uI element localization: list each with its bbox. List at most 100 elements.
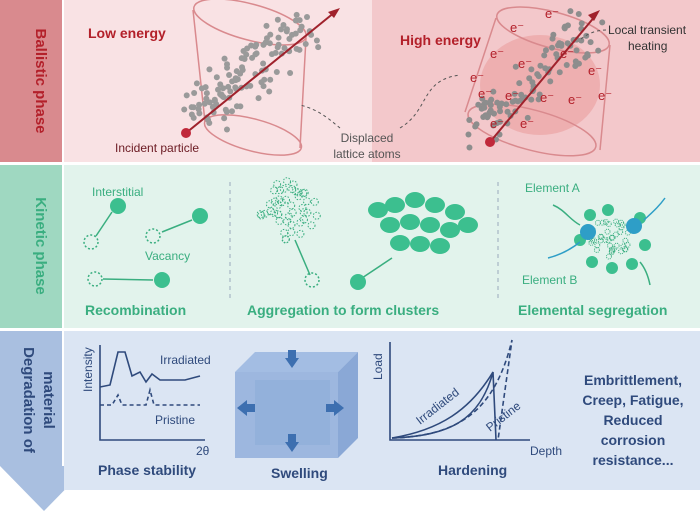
atom [232, 75, 239, 82]
site [597, 233, 604, 240]
vacancy [281, 235, 290, 244]
vacancy [296, 229, 305, 238]
element-a: Element A [525, 181, 580, 195]
vacancy [276, 186, 285, 195]
incident-particle [485, 137, 495, 147]
site [605, 253, 612, 260]
interstitial [400, 214, 420, 230]
atom [196, 101, 203, 108]
interstitial [390, 235, 410, 251]
atom [201, 100, 208, 107]
atom [255, 95, 262, 102]
interstitial [458, 217, 478, 233]
vacancy [274, 210, 283, 219]
degradation-side [0, 331, 62, 466]
vacancy [300, 188, 309, 197]
atom [313, 37, 320, 44]
electron: e⁻ [520, 116, 534, 131]
effects: Embrittlement, Creep, Fatigue, Reduced corr… [582, 372, 683, 468]
displaced-label: lattice atoms [333, 147, 400, 161]
vacancy [298, 203, 307, 212]
atom [218, 91, 225, 98]
site [594, 242, 601, 249]
atom [293, 45, 300, 52]
cluster-arrows [294, 239, 393, 290]
displaced-label: Displaced [341, 131, 394, 145]
site [607, 242, 614, 249]
atom [211, 96, 218, 103]
atom [556, 69, 563, 76]
atom [266, 88, 273, 95]
effect-line: Creep, Fatigue, [582, 392, 683, 408]
atom [296, 17, 303, 24]
site [604, 228, 611, 235]
cube [235, 350, 358, 458]
atom [595, 47, 602, 54]
kinetic-side [0, 165, 62, 328]
atom [528, 66, 535, 73]
atom [573, 47, 580, 54]
atom [222, 106, 229, 113]
atom [267, 31, 274, 38]
recombination-title: Recombination [85, 302, 186, 318]
atom [258, 79, 265, 86]
atom [587, 39, 594, 46]
interstitial [405, 192, 425, 208]
atom [537, 62, 544, 69]
atom [273, 69, 280, 76]
vacancy [291, 187, 300, 196]
vacancy [307, 221, 316, 230]
effect-line: Reduced [603, 412, 662, 428]
atom [528, 96, 535, 103]
low-energy: Low energy [88, 25, 166, 41]
vacancy [260, 209, 269, 218]
atom [303, 13, 310, 20]
atom [466, 116, 473, 123]
degradation-label: Degradation of [20, 347, 37, 454]
flow-arrow [552, 204, 581, 226]
electron: e⁻ [540, 90, 554, 105]
intensity-label: Intensity [81, 347, 95, 392]
atom [233, 68, 240, 75]
particle-track [185, 11, 336, 134]
vacancy [288, 185, 297, 194]
atom [572, 58, 579, 65]
atom [555, 42, 562, 49]
vacancy [270, 209, 279, 218]
atom [217, 81, 224, 88]
site [613, 242, 620, 249]
vacancy [282, 177, 291, 186]
site [598, 234, 605, 241]
vacancy [303, 208, 312, 217]
vacancy [277, 198, 286, 207]
particle-track [489, 14, 597, 143]
vacancy [287, 201, 296, 210]
atom [283, 28, 290, 35]
swelling-title: Swelling [271, 465, 328, 481]
atom [567, 8, 574, 15]
vacancy-label: Vacancy [145, 249, 190, 263]
atom [487, 102, 494, 109]
vacancy [294, 188, 303, 197]
atom [491, 110, 498, 117]
electron: e⁻ [598, 88, 612, 103]
atom [584, 52, 591, 59]
atom [239, 67, 246, 74]
electron: e⁻ [470, 70, 484, 85]
element-b: Element B [522, 273, 577, 287]
vacancy [265, 200, 274, 209]
atom [497, 108, 504, 115]
atom [578, 20, 585, 27]
site [602, 219, 609, 226]
vacancy [284, 212, 293, 221]
atom [298, 23, 305, 30]
atom [233, 103, 240, 110]
atom [213, 74, 220, 81]
vacancy [302, 197, 311, 206]
site [589, 237, 596, 244]
atom [535, 96, 542, 103]
atom [227, 88, 234, 95]
atom [224, 64, 231, 71]
atom [482, 99, 489, 106]
atom [482, 112, 489, 119]
